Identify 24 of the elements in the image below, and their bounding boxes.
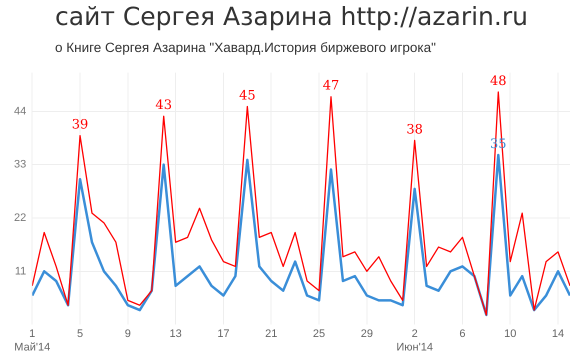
- x-tick-label: 21: [265, 328, 278, 340]
- y-tick-label: 33: [14, 158, 26, 171]
- data-label: 43: [155, 98, 172, 114]
- x-tick-label: 2 Июн'14: [396, 328, 433, 354]
- x-tick-label: 1 Май'14: [14, 328, 50, 354]
- data-label: 45: [239, 88, 256, 104]
- x-tick-label: 25: [312, 328, 326, 340]
- data-label: 48: [490, 74, 507, 89]
- y-tick-label: 22: [14, 212, 26, 224]
- data-label: 39: [72, 117, 88, 132]
- chart-title: сайт Сергея Азарина http://azarin.ru: [55, 2, 528, 31]
- x-tick-label: 17: [217, 328, 230, 340]
- y-tick-label: 11: [14, 265, 26, 278]
- data-label: 38: [406, 122, 423, 138]
- x-tick-label: 5: [76, 328, 84, 340]
- x-tick-label: 13: [170, 328, 182, 340]
- x-tick-label: 6: [459, 328, 466, 340]
- x-tick-label: 10: [504, 328, 516, 340]
- chart-subtitle: о Книге Сергея Азарина "Хавард.История биржевого игрока": [55, 40, 436, 55]
- y-tick-label: 44: [14, 105, 26, 118]
- data-label: 47: [322, 78, 340, 94]
- x-tick-label: 9: [124, 328, 131, 340]
- x-tick-label: 29: [360, 328, 373, 340]
- x-tick-label: 14: [552, 328, 564, 340]
